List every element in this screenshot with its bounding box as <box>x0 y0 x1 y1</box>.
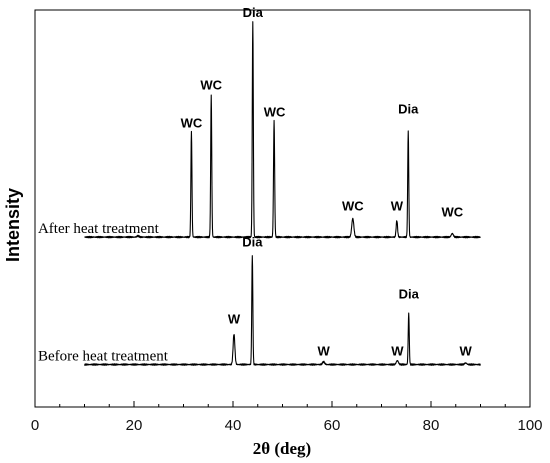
peak-label: WC <box>342 198 364 213</box>
peak-label: W <box>460 343 473 358</box>
peak-label: W <box>317 343 330 358</box>
series-labels: After heat treatment Before heat treatmen… <box>38 221 169 364</box>
x-tick-label: 100 <box>517 417 542 434</box>
x-axis: 0 20 40 60 80 100 <box>31 401 543 434</box>
x-tick-label: 20 <box>126 417 143 434</box>
series-name-label: After heat treatment <box>38 221 160 237</box>
peak-label: W <box>228 312 241 327</box>
series-name-label: Before heat treatment <box>38 349 169 365</box>
x-tick-label: 0 <box>31 417 39 434</box>
peak-label: W <box>391 343 404 358</box>
peak-label: Dia <box>242 235 263 250</box>
y-axis-label: Intensity <box>3 188 23 262</box>
peak-label: WC <box>441 204 463 219</box>
series-line <box>84 21 481 239</box>
peak-label: Dia <box>399 287 420 302</box>
peak-label: Dia <box>243 5 264 20</box>
peak-label: WC <box>200 77 222 92</box>
x-tick-label: 80 <box>423 417 440 434</box>
peak-annotations: WC WC Dia WC WC W Dia WC W Dia W W Dia W <box>181 5 473 358</box>
x-tick-label: 60 <box>324 417 341 434</box>
x-tick-label: 40 <box>225 417 242 434</box>
x-axis-label: 2θ (deg) <box>253 439 311 458</box>
peak-label: WC <box>264 104 286 119</box>
peak-label: Dia <box>398 102 419 117</box>
series-line <box>84 255 481 366</box>
series-group <box>84 21 481 366</box>
peak-label: W <box>391 198 404 213</box>
peak-label: WC <box>181 115 203 130</box>
